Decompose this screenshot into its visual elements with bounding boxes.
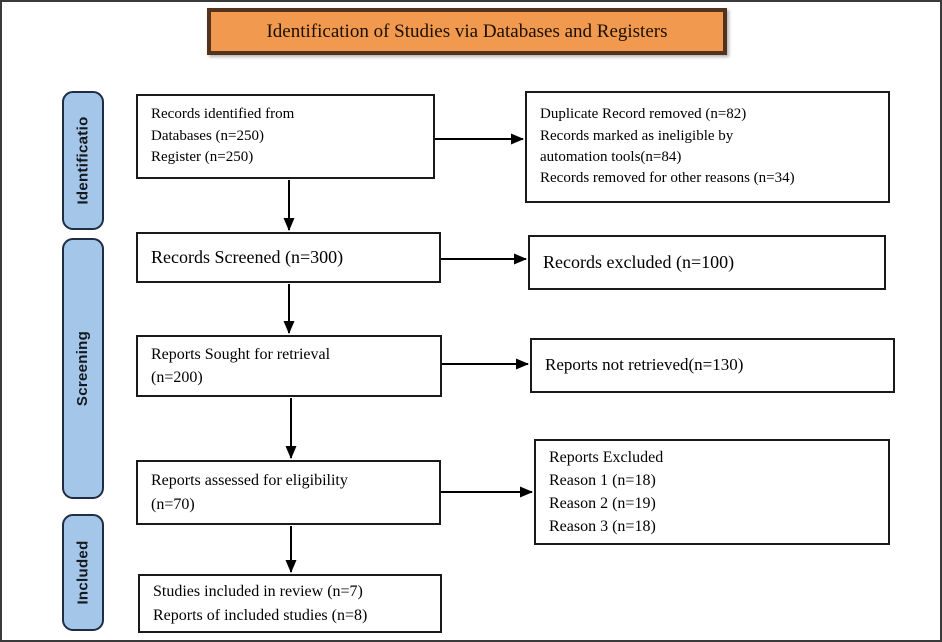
box-reports-excluded-line: Reason 3 (n=18): [549, 518, 656, 536]
box-duplicates-removed-line: Records removed for other reasons (n=34): [540, 170, 795, 187]
box-duplicates-removed-line: Records marked as ineligible by: [540, 127, 734, 144]
box-studies-included-line: Reports of included studies (n=8): [153, 606, 368, 624]
box-reports-assessed: Reports assessed for eligibility (n=70): [136, 460, 441, 525]
box-reports-assessed-line: (n=70): [151, 495, 195, 513]
box-reports-sought-line: Reports Sought for retrieval: [151, 345, 331, 363]
stage-label-included: Included: [62, 514, 104, 631]
stage-label-screening: Screening: [62, 238, 104, 499]
box-duplicates-removed: Duplicate Record removed (n=82) Records …: [525, 91, 890, 203]
box-duplicates-removed-line: automation tools(n=84): [540, 149, 682, 165]
box-records-screened-line: Records Screened (n=300): [151, 247, 344, 268]
stage-label-included-text: Included: [74, 540, 92, 605]
box-reports-excluded: Reports Excluded Reason 1 (n=18) Reason …: [534, 439, 890, 545]
box-reports-not-retrieved-line: Reports not retrieved(n=130): [545, 355, 744, 375]
box-reports-not-retrieved: Reports not retrieved(n=130): [530, 338, 895, 393]
diagram-title-box: Identification of Studies via Databases …: [207, 8, 727, 55]
box-reports-assessed-line: Reports assessed for eligibility: [151, 472, 348, 490]
diagram-title: Identification of Studies via Databases …: [266, 20, 668, 42]
stage-label-screening-text: Screening: [74, 330, 92, 407]
box-reports-sought: Reports Sought for retrieval (n=200): [136, 335, 442, 397]
box-records-identified-line: Register (n=250): [151, 149, 254, 166]
box-reports-sought-line: (n=200): [151, 369, 203, 386]
stage-label-identification: Identificatio: [62, 91, 104, 230]
box-duplicates-removed-line: Duplicate Record removed (n=82): [540, 106, 747, 123]
box-records-excluded-line: Records excluded (n=100): [543, 252, 735, 273]
stage-label-identification-text: Identificatio: [74, 116, 92, 205]
box-records-screened: Records Screened (n=300): [136, 232, 441, 283]
box-records-identified-line: Databases (n=250): [151, 127, 265, 144]
box-reports-excluded-line: Reason 2 (n=19): [549, 495, 656, 512]
box-studies-included: Studies included in review (n=7) Reports…: [138, 574, 442, 633]
box-reports-excluded-line: Reason 1 (n=18): [549, 471, 656, 489]
box-reports-excluded-line: Reports Excluded: [549, 448, 664, 466]
box-records-excluded: Records excluded (n=100): [528, 235, 886, 290]
box-studies-included-line: Studies included in review (n=7): [153, 583, 363, 601]
box-records-identified: Records identified from Databases (n=250…: [136, 94, 435, 179]
box-records-identified-line: Records identified from: [151, 105, 295, 122]
